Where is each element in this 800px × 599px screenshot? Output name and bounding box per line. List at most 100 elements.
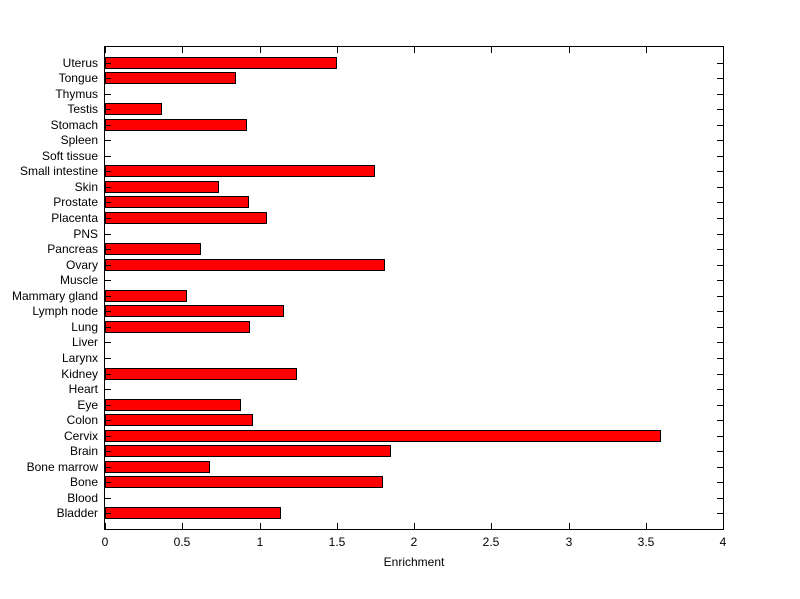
- y-tick-left: [105, 187, 111, 188]
- y-tick-left: [105, 156, 111, 157]
- x-tick-bottom: [105, 523, 106, 529]
- y-tick-left: [105, 63, 111, 64]
- bar: [105, 507, 281, 519]
- y-tick-left: [105, 342, 111, 343]
- bar: [105, 290, 187, 302]
- y-tick-right: [717, 171, 723, 172]
- category-label: Blood: [67, 491, 98, 505]
- category-label: Pancreas: [47, 242, 98, 256]
- category-label: Muscle: [59, 273, 98, 287]
- x-tick-label: 0.5: [173, 535, 191, 549]
- category-label: Ovary: [65, 258, 98, 272]
- category-label: Prostate: [53, 195, 98, 209]
- y-tick-right: [717, 311, 723, 312]
- y-tick-left: [105, 482, 111, 483]
- bar: [105, 476, 383, 488]
- bar: [105, 399, 241, 411]
- category-label: Testis: [67, 102, 98, 116]
- x-tick-label: 2.5: [482, 535, 500, 549]
- y-tick-left: [105, 109, 111, 110]
- y-tick-left: [105, 202, 111, 203]
- y-tick-right: [717, 63, 723, 64]
- y-tick-right: [717, 140, 723, 141]
- y-tick-right: [717, 78, 723, 79]
- category-label: Brain: [69, 444, 98, 458]
- bar: [105, 181, 219, 193]
- x-tick-bottom: [337, 523, 338, 529]
- y-tick-right: [717, 451, 723, 452]
- category-label: Eye: [77, 398, 98, 412]
- category-label: Soft tissue: [41, 149, 98, 163]
- y-tick-right: [717, 109, 723, 110]
- x-tick-top: [337, 47, 338, 53]
- y-tick-right: [717, 296, 723, 297]
- y-tick-left: [105, 498, 111, 499]
- y-tick-left: [105, 296, 111, 297]
- x-tick-top: [723, 47, 724, 53]
- category-label: Bone marrow: [26, 460, 98, 474]
- y-tick-left: [105, 249, 111, 250]
- y-tick-right: [717, 125, 723, 126]
- x-tick-label: 0: [101, 535, 109, 549]
- category-label: Bladder: [56, 506, 98, 520]
- category-label: Lymph node: [32, 304, 98, 318]
- bar: [105, 119, 247, 131]
- bar: [105, 196, 249, 208]
- y-tick-right: [717, 202, 723, 203]
- y-tick-right: [717, 249, 723, 250]
- y-tick-left: [105, 513, 111, 514]
- bar: [105, 414, 253, 426]
- x-tick-bottom: [182, 523, 183, 529]
- category-label: PNS: [73, 227, 98, 241]
- y-tick-left: [105, 405, 111, 406]
- y-tick-left: [105, 420, 111, 421]
- y-tick-right: [717, 280, 723, 281]
- y-tick-right: [717, 482, 723, 483]
- y-tick-left: [105, 374, 111, 375]
- x-tick-top: [182, 47, 183, 53]
- category-label: Liver: [71, 335, 98, 349]
- x-tick-label: 3.5: [637, 535, 655, 549]
- y-tick-right: [717, 513, 723, 514]
- bar: [105, 461, 210, 473]
- category-label: Small intestine: [19, 164, 98, 178]
- y-tick-right: [717, 389, 723, 390]
- bar: [105, 368, 297, 380]
- y-tick-right: [717, 436, 723, 437]
- x-tick-bottom: [569, 523, 570, 529]
- y-tick-right: [717, 405, 723, 406]
- x-tick-top: [260, 47, 261, 53]
- category-label: Bone: [69, 475, 98, 489]
- y-tick-right: [717, 94, 723, 95]
- y-tick-right: [717, 218, 723, 219]
- bar: [105, 305, 284, 317]
- y-tick-right: [717, 342, 723, 343]
- category-label: Skin: [74, 180, 98, 194]
- category-label: Cervix: [63, 429, 98, 443]
- y-tick-left: [105, 311, 111, 312]
- y-tick-left: [105, 265, 111, 266]
- x-tick-label: 1: [256, 535, 264, 549]
- y-tick-left: [105, 389, 111, 390]
- x-tick-top: [646, 47, 647, 53]
- x-tick-top: [105, 47, 106, 53]
- y-tick-right: [717, 374, 723, 375]
- bar: [105, 430, 661, 442]
- category-label: Placenta: [51, 211, 98, 225]
- category-label: Tongue: [58, 71, 98, 85]
- bar: [105, 321, 250, 333]
- x-tick-top: [569, 47, 570, 53]
- bar: [105, 72, 236, 84]
- category-label: Thymus: [55, 87, 98, 101]
- category-label: Colon: [66, 413, 98, 427]
- x-tick-top: [414, 47, 415, 53]
- y-tick-left: [105, 358, 111, 359]
- x-tick-bottom: [646, 523, 647, 529]
- bar: [105, 165, 375, 177]
- x-tick-bottom: [491, 523, 492, 529]
- bar: [105, 103, 162, 115]
- x-tick-label: 2: [410, 535, 418, 549]
- y-tick-left: [105, 218, 111, 219]
- bar: [105, 445, 391, 457]
